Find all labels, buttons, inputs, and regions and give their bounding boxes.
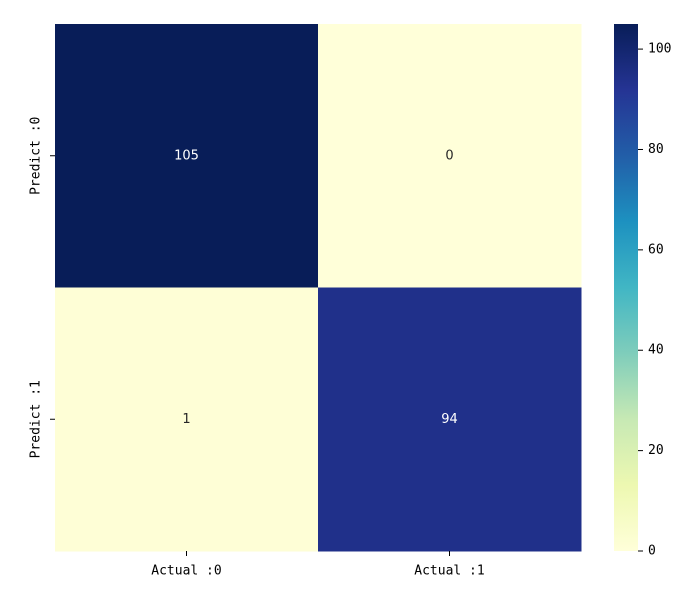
cell-label: 105 <box>174 148 199 163</box>
heatmap-cell <box>55 287 319 552</box>
cell-label: 94 <box>441 412 458 427</box>
y-tick-label: Predict :0 <box>29 117 44 195</box>
colorbar-tick-label: 0 <box>648 544 656 559</box>
cell-label: 1 <box>182 412 190 427</box>
heatmap-cell <box>318 24 582 288</box>
colorbar-tick-label: 80 <box>648 142 664 157</box>
y-tick-label: Predict :1 <box>29 380 44 458</box>
heatmap-cell <box>318 287 582 552</box>
colorbar-tick-label: 60 <box>648 242 664 257</box>
colorbar-tick-label: 20 <box>648 443 664 458</box>
x-tick-label: Actual :0 <box>151 564 221 579</box>
colorbar-tick-label: 40 <box>648 343 664 358</box>
colorbar <box>614 24 638 551</box>
colorbar-tick-label: 100 <box>648 42 671 57</box>
cell-label: 0 <box>445 148 453 163</box>
x-tick-label: Actual :1 <box>414 564 484 579</box>
heatmap-cell <box>55 24 319 288</box>
